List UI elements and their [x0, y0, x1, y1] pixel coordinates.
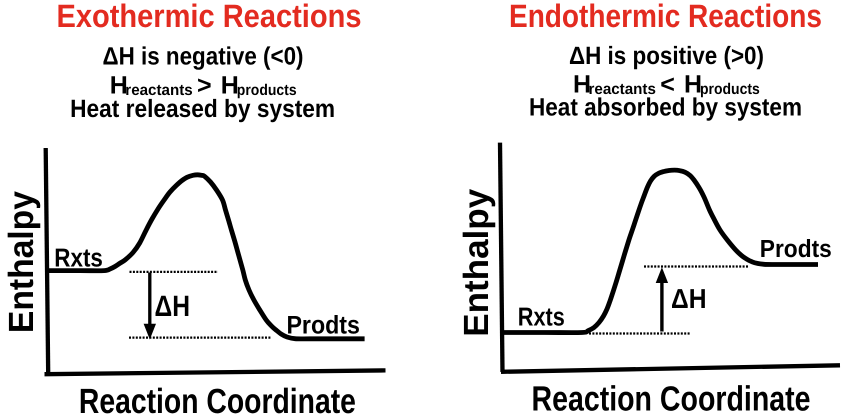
svg-text:Prodts: Prodts [286, 312, 360, 340]
svg-text:Endothermic Reactions: Endothermic Reactions [509, 0, 822, 34]
svg-text:<: < [660, 70, 675, 98]
svg-text:Rxts: Rxts [54, 243, 103, 273]
svg-text:reactants: reactants [125, 82, 192, 99]
svg-text:ΔH: ΔH [155, 290, 191, 323]
svg-text:Reaction Coordinate: Reaction Coordinate [532, 380, 811, 419]
svg-text:H: H [573, 70, 591, 98]
svg-text:Heat released by system: Heat released by system [70, 95, 335, 123]
svg-text:ΔH is negative (<0): ΔH is negative (<0) [103, 43, 304, 71]
svg-text:Heat absorbed by system: Heat absorbed by system [529, 94, 802, 122]
svg-text:Reaction Coordinate: Reaction Coordinate [79, 382, 356, 420]
svg-text:products: products [237, 82, 297, 99]
svg-text:Enthalpy: Enthalpy [2, 191, 41, 334]
svg-text:Rxts: Rxts [518, 301, 565, 331]
svg-text:ΔH: ΔH [671, 283, 707, 314]
svg-text:reactants: reactants [589, 81, 656, 98]
svg-text:H: H [684, 70, 702, 98]
svg-text:products: products [700, 81, 760, 98]
svg-text:Enthalpy: Enthalpy [457, 188, 496, 337]
svg-text:H: H [221, 71, 239, 99]
svg-text:Exothermic Reactions: Exothermic Reactions [57, 0, 362, 34]
svg-text:ΔH is positive (>0): ΔH is positive (>0) [569, 42, 764, 70]
svg-text:H: H [110, 71, 128, 99]
svg-text:>: > [197, 71, 212, 99]
svg-text:Prodts: Prodts [760, 236, 832, 263]
